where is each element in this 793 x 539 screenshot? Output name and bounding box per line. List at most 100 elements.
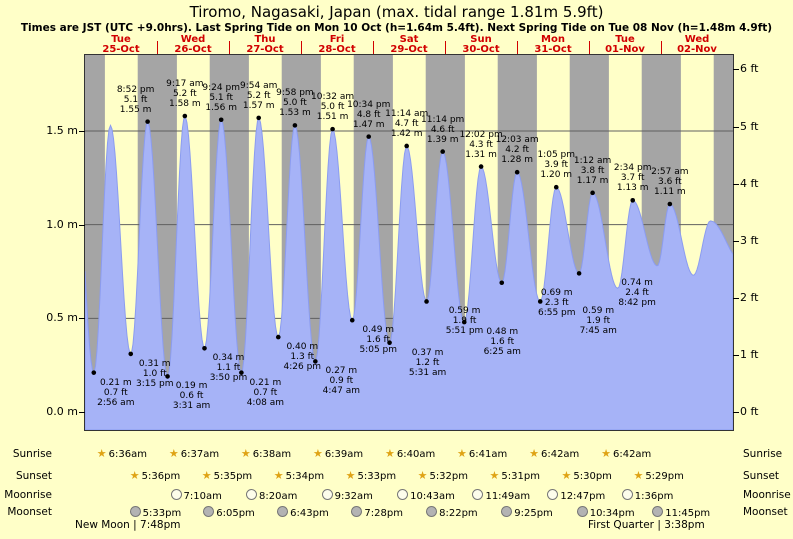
tide-label-line: 0.31 m [138, 358, 171, 369]
high-tide-label: 2:34 pm 3.7 ft 1.13 m [614, 163, 652, 193]
tide-extreme-dot [590, 190, 595, 196]
tide-label-line: 0.6 ft [179, 391, 204, 402]
tide-extreme-dot [424, 299, 429, 304]
tide-label-line: 1.1 ft [216, 363, 241, 374]
tide-label-line: 4.8 ft [356, 109, 381, 120]
astro-entry: ★ 5:34pm [274, 470, 324, 483]
tide-label-line: 4.7 ft [394, 118, 419, 129]
astro-entry: 6:43pm [277, 506, 329, 520]
y-axis-tick-right [733, 412, 739, 413]
low-tide-label: 0.40 m 1.3 ft 4:26 pm [284, 342, 322, 372]
astro-entry: ★ 5:30pm [562, 470, 612, 483]
high-tide-label: 10:34 pm 4.8 ft 1.47 m [347, 100, 390, 130]
day-boundary-tick [445, 41, 446, 54]
moonset-icon [426, 506, 438, 517]
tide-label-line: 5.2 ft [172, 89, 197, 99]
astro-entry: 9:32am [321, 489, 373, 503]
sunrise-star-icon: ★ [457, 447, 467, 460]
moonrise-icon [547, 489, 559, 500]
y-axis-label-ft: 3 ft [740, 233, 759, 247]
tide-label-line: 1.6 ft [366, 335, 391, 346]
tide-label-line: 0.49 m [362, 325, 395, 336]
high-tide-label: 9:17 am 5.2 ft 1.58 m [166, 79, 203, 109]
sunrise-star-icon: ★ [385, 447, 395, 460]
y-axis-tick-left [79, 412, 85, 413]
tide-label-line: 1.11 m [654, 187, 686, 198]
tide-label-line: 3:15 pm [135, 378, 174, 389]
tide-extreme-dot [145, 119, 150, 124]
y-axis-label-ft: 0 ft [740, 405, 759, 418]
tide-extreme-dot [275, 334, 281, 340]
tide-label-line: 0.48 m [486, 327, 519, 338]
tide-extreme-dot [667, 201, 673, 207]
tide-label-line: 6:55 pm [537, 307, 576, 318]
moonrise-icon [170, 489, 182, 500]
tide-label-line: 1.0 ft [142, 368, 167, 379]
tide-extreme-dot [537, 299, 543, 304]
tide-label-line: 1:05 pm [537, 150, 576, 161]
tide-label-line: 1.20 m [540, 170, 573, 181]
new-moon-note: New Moon | 7:48pm [75, 519, 181, 531]
astro-time: 5:32pm [429, 471, 468, 482]
low-tide-label: 0.48 m 1.6 ft 6:25 am [484, 327, 521, 357]
tide-label-line: 0.40 m [286, 342, 319, 353]
tide-label-line: 1.56 m [205, 102, 238, 113]
tide-extreme-dot [202, 346, 207, 351]
high-tide-label: 10:32 am 5.0 ft 1.51 m [311, 92, 354, 122]
tide-label-line: 5.1 ft [209, 92, 234, 103]
moonrise-icon [472, 489, 484, 500]
sunset-star-icon: ★ [489, 469, 500, 482]
tide-label-line: 2:56 am [97, 397, 135, 408]
day-date: 01-Nov [605, 44, 645, 55]
tide-label-line: 1.39 m [426, 134, 459, 145]
astro-entry: ★ 5:29pm [633, 470, 683, 483]
low-tide-label: 0.37 m 1.2 ft 5:31 am [409, 348, 446, 378]
astro-entry: ★ 6:39am [313, 448, 363, 461]
astro-time: 5:31pm [501, 471, 540, 482]
astro-row-label-right: Moonrise [743, 489, 791, 501]
high-tide-label: 8:52 pm 5.1 ft 1.55 m [117, 85, 155, 115]
high-tide-label: 12:03 am 4.2 ft 1.28 m [496, 135, 539, 165]
tide-label-line: 12:02 pm [459, 129, 503, 140]
tide-extreme-dot [576, 271, 582, 276]
tide-label-line: 1.47 m [352, 119, 385, 130]
low-tide-label: 0.31 m 1.0 ft 3:15 pm [136, 359, 174, 389]
tide-label-line: 10:34 pm [347, 99, 391, 110]
day-header: Mon 31-Oct [517, 35, 589, 55]
high-tide-label: 9:58 pm 5.0 ft 1.53 m [276, 88, 314, 118]
low-tide-label: 0.59 m 1.9 ft 5:51 pm [446, 306, 484, 336]
moonset-icon [501, 506, 513, 517]
tide-extreme-dot [514, 169, 520, 175]
day-header: Wed 26-Oct [157, 35, 229, 55]
y-axis-label-m: 1.0 m [46, 217, 78, 231]
day-header: Fri 28-Oct [301, 35, 373, 55]
tide-label-line: 3:50 pm [209, 373, 248, 384]
tide-extreme-dot [366, 134, 372, 139]
astro-time: 6:42am [540, 449, 580, 460]
day-weekday: Fri [329, 34, 345, 45]
astro-time: 6:39am [324, 449, 364, 460]
tide-label-line: 8:42 pm [618, 298, 656, 309]
tide-label-line: 7:45 am [579, 326, 617, 337]
day-date: 30-Oct [462, 44, 500, 55]
y-axis-label-ft: 6 ft [740, 62, 759, 76]
day-date: 29-Oct [390, 44, 428, 55]
astro-entry: 10:43am [397, 489, 455, 503]
tide-label-line: 5:05 pm [359, 345, 398, 356]
tide-label-line: 1.9 ft [452, 316, 477, 327]
tide-label-line: 1.42 m [390, 128, 423, 139]
tide-label-line: 1.58 m [168, 99, 201, 109]
y-axis-tick-left [79, 131, 85, 132]
day-weekday: Tue [111, 34, 131, 45]
high-tide-label: 9:24 pm 5.1 ft 1.56 m [202, 83, 240, 113]
sunset-star-icon: ★ [129, 469, 140, 482]
tide-label-line: 4:08 am [246, 397, 285, 408]
astro-entry: ★ 6:37am [169, 448, 219, 461]
astro-time: 6:05pm [216, 508, 255, 519]
low-tide-label: 0.59 m 1.9 ft 7:45 am [580, 306, 617, 336]
tide-label-line: 0.59 m [582, 306, 615, 317]
sunset-star-icon: ★ [201, 469, 212, 482]
day-boundary-tick [517, 41, 518, 54]
astro-time: 5:29pm [645, 471, 684, 482]
day-boundary-tick [661, 41, 662, 54]
